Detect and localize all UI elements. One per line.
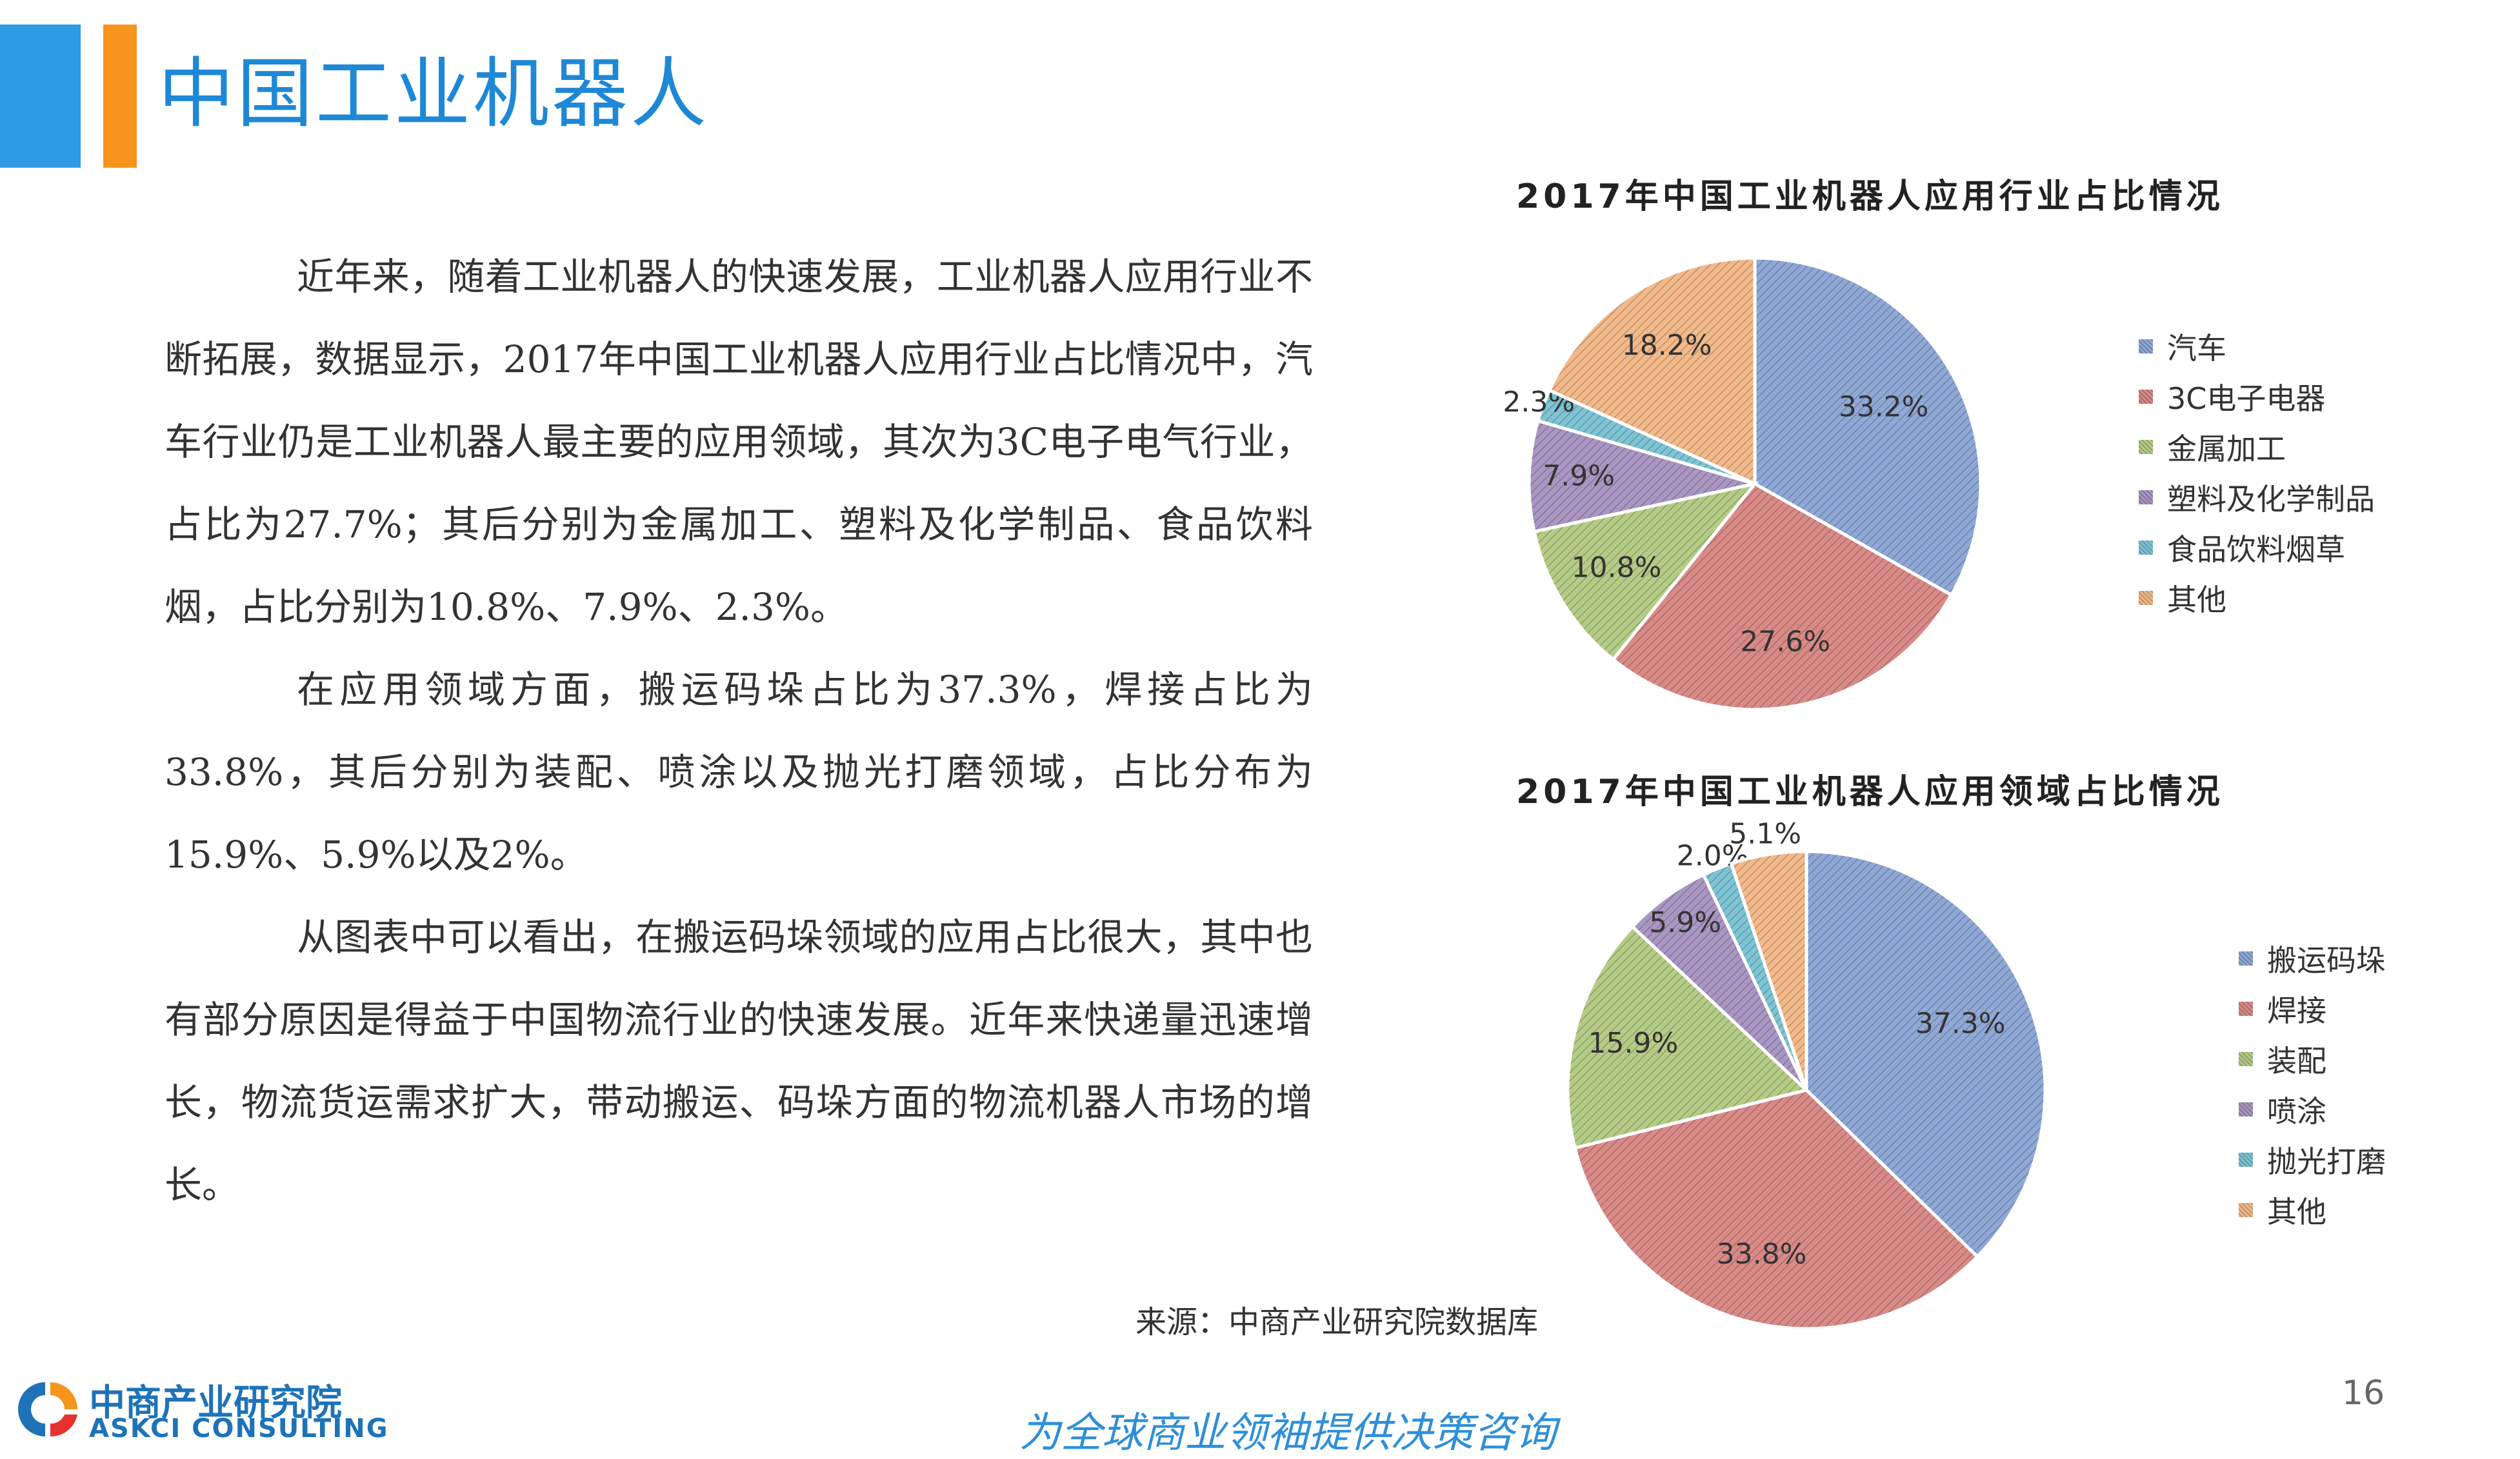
- legend-label: 其他: [2267, 1195, 2326, 1229]
- logo-english-name: ASKCI CONSULTING: [89, 1414, 389, 1444]
- legend-label: 焊接: [2267, 993, 2326, 1028]
- legend-swatch: [2139, 541, 2153, 555]
- header-accent-bar-blue: [0, 25, 81, 168]
- pie-data-label: 33.8%: [1717, 1238, 1807, 1271]
- legend-swatch: [2139, 440, 2153, 454]
- pie-slice-3: [1566, 924, 1810, 1150]
- legend-swatch: [2139, 591, 2153, 605]
- pie-data-label: 18.2%: [1622, 329, 1712, 362]
- application-pie-chart: 37.3%33.8%15.9%5.9%2.0%5.1%: [1566, 819, 2047, 1331]
- legend-label: 搬运码垛: [2267, 943, 2386, 978]
- legend-swatch: [2139, 339, 2153, 353]
- legend-item: 焊接: [2239, 984, 2386, 1034]
- legend-label: 金属加工: [2167, 432, 2286, 466]
- legend-label: 其他: [2167, 582, 2226, 617]
- industry-chart-legend: 汽车 3C电子电器 金属加工塑料及化学制品 食品饮料烟草 其他: [2139, 321, 2375, 623]
- application-chart-legend: 搬运码垛焊接装配喷涂抛光打磨其他: [2239, 933, 2386, 1235]
- pie-data-label: 15.9%: [1588, 1027, 1679, 1060]
- pie-slice-2: [1610, 481, 1954, 711]
- legend-item: 塑料及化学制品: [2139, 472, 2375, 522]
- pie-slice-4: [1630, 872, 1808, 1091]
- legend-label: 装配: [2267, 1044, 2326, 1078]
- legend-item: 抛光打磨: [2239, 1135, 2386, 1185]
- pie-data-label: 5.1%: [1729, 819, 1801, 851]
- legend-swatch: [2239, 1102, 2253, 1117]
- page-title: 中国工业机器人: [158, 49, 710, 138]
- pie-data-label: 37.3%: [1915, 1007, 2006, 1040]
- legend-swatch: [2239, 1153, 2253, 1167]
- paragraph-1: 近年来，随着工业机器人的快速发展，工业机器人应用行业不断拓展，数据显示，2017…: [165, 255, 1313, 629]
- legend-swatch: [2239, 1203, 2253, 1217]
- legend-swatch: [2239, 1052, 2253, 1066]
- pie-data-label: 5.9%: [1649, 906, 1721, 939]
- legend-label: 3C电子电器: [2167, 381, 2326, 416]
- legend-item: 装配: [2239, 1034, 2386, 1084]
- legend-item: 其他: [2239, 1185, 2386, 1235]
- application-chart-title: 2017年中国工业机器人应用领域占比情况: [1516, 773, 2224, 811]
- pie-slice-4: [1527, 419, 1755, 534]
- legend-item: 搬运码垛: [2239, 933, 2386, 984]
- pie-slice-1: [1753, 256, 1983, 597]
- pie-slice-1: [1805, 849, 2047, 1259]
- legend-item: 食品饮料烟草: [2139, 522, 2375, 573]
- pie-slice-2: [1573, 1088, 1980, 1331]
- body-text: 近年来，随着工业机器人的快速发展，工业机器人应用行业不断拓展，数据显示，2017…: [165, 235, 1313, 1226]
- paragraph-3: 从图表中可以看出，在搬运码垛领域的应用占比很大，其中也有部分原因是得益于中国物流…: [165, 915, 1313, 1207]
- legend-swatch: [2239, 951, 2253, 966]
- legend-swatch: [2139, 390, 2153, 404]
- header-accent-bar-orange: [103, 25, 137, 168]
- legend-label: 塑料及化学制品: [2167, 482, 2375, 517]
- pie-data-label: 33.2%: [1839, 391, 1929, 424]
- pie-slice-6: [1729, 849, 1808, 1091]
- pie-slice-3: [1532, 481, 1759, 662]
- industry-pie-chart: 33.2%27.6%10.8%7.9%2.3%18.2%: [1503, 256, 1983, 711]
- source-note: 来源：中商产业研究院数据库: [1135, 1304, 1539, 1340]
- legend-item: 其他: [2139, 573, 2375, 623]
- legend-label: 食品饮料烟草: [2167, 532, 2345, 567]
- pie-data-label: 27.6%: [1740, 626, 1830, 659]
- legend-label: 汽车: [2167, 331, 2226, 366]
- pie-data-label: 7.9%: [1543, 460, 1615, 493]
- legend-label: 喷涂: [2267, 1094, 2326, 1129]
- page-number: 16: [2342, 1374, 2385, 1413]
- company-logo: 中商产业研究院 ASKCI CONSULTING: [13, 1374, 388, 1445]
- legend-label: 抛光打磨: [2267, 1144, 2386, 1179]
- legend-swatch: [2239, 1002, 2253, 1016]
- paragraph-2: 在应用领域方面，搬运码垛占比为37.3%，焊接占比为33.8%，其后分别为装配、…: [165, 668, 1313, 877]
- legend-swatch: [2139, 490, 2153, 504]
- pie-data-label: 10.8%: [1572, 551, 1662, 584]
- logo-mark-icon: [18, 1382, 77, 1437]
- legend-item: 喷涂: [2239, 1084, 2386, 1135]
- industry-chart-title: 2017年中国工业机器人应用行业占比情况: [1516, 177, 2224, 216]
- legend-item: 3C电子电器: [2139, 372, 2375, 422]
- footer-slogan: 为全球商业领袖提供决策咨询: [1019, 1409, 1556, 1457]
- pie-slice-6: [1547, 256, 1757, 486]
- legend-item: 金属加工: [2139, 422, 2375, 472]
- legend-item: 汽车: [2139, 321, 2375, 372]
- logo-chinese-name: 中商产业研究院: [89, 1382, 342, 1424]
